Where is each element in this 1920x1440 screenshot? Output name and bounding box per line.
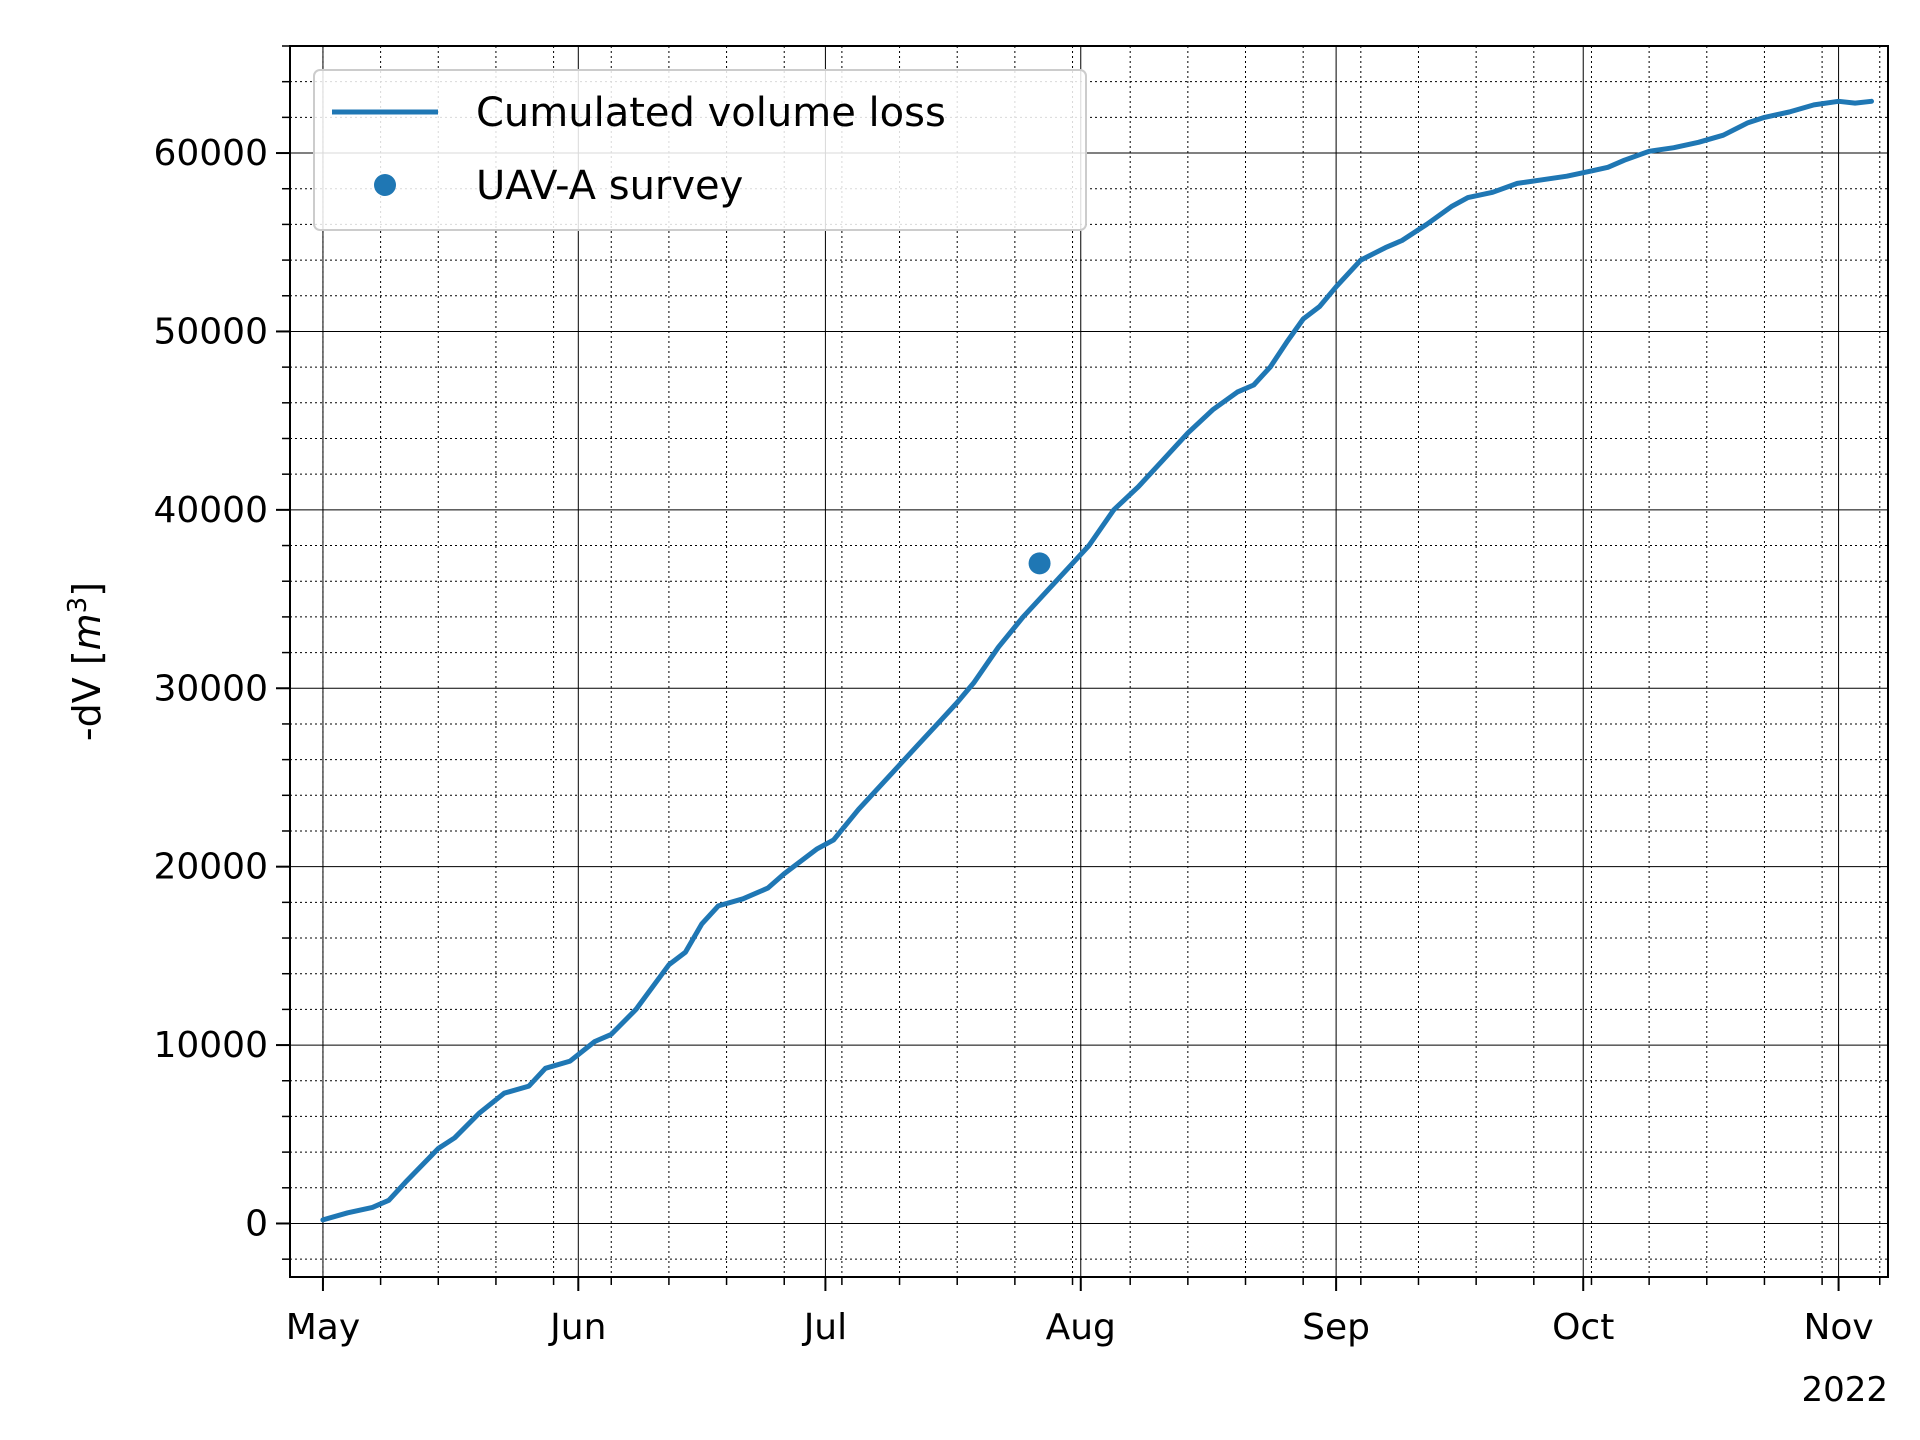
y-tick-label: 60000	[153, 133, 268, 174]
axis-tick-labels: May Jun Jul Aug Sep Oct Nov 0 10000 20000 30000 400…	[153, 133, 1873, 1348]
y-tick-label: 30000	[153, 668, 268, 709]
major-grid	[290, 46, 1888, 1277]
legend: Cumulated volume loss UAV-A survey	[313, 69, 1087, 231]
legend-box	[313, 69, 1087, 231]
x-axis-year-label: 2022	[1801, 1370, 1888, 1410]
x-tick-label: Jul	[802, 1307, 847, 1348]
x-tick-label: Nov	[1803, 1307, 1873, 1348]
y-axis-label-exp: 3	[63, 597, 93, 614]
x-tick-label: Aug	[1046, 1307, 1116, 1348]
legend-entry-marker: UAV-A survey	[476, 163, 743, 209]
y-tick-label: 50000	[153, 311, 268, 352]
y-axis-label-close: ]	[65, 582, 109, 597]
y-tick-label: 10000	[153, 1025, 268, 1066]
y-axis-label: -dV [m3]	[63, 582, 109, 741]
y-tick-label: 40000	[153, 490, 268, 531]
plot-frame	[289, 45, 1889, 1278]
series-layer	[320, 98, 1874, 1223]
y-tick-label: 20000	[153, 847, 268, 888]
axis-ticks	[276, 45, 1881, 1291]
y-axis-label-base: -dV [	[65, 650, 109, 741]
x-tick-label: May	[286, 1307, 360, 1348]
y-axis-label-var: m	[65, 613, 109, 650]
legend-swatch-marker	[374, 174, 396, 196]
y-tick-label: 0	[245, 1203, 268, 1244]
x-tick-label: Sep	[1302, 1307, 1370, 1348]
series-marker-uav-a-survey	[1028, 552, 1051, 575]
x-tick-label: Oct	[1552, 1307, 1614, 1348]
series-line-cumulated-volume-loss	[320, 98, 1874, 1223]
x-tick-label: Jun	[548, 1307, 606, 1348]
minor-grid	[290, 45, 1888, 1277]
legend-entry-line: Cumulated volume loss	[476, 90, 946, 136]
